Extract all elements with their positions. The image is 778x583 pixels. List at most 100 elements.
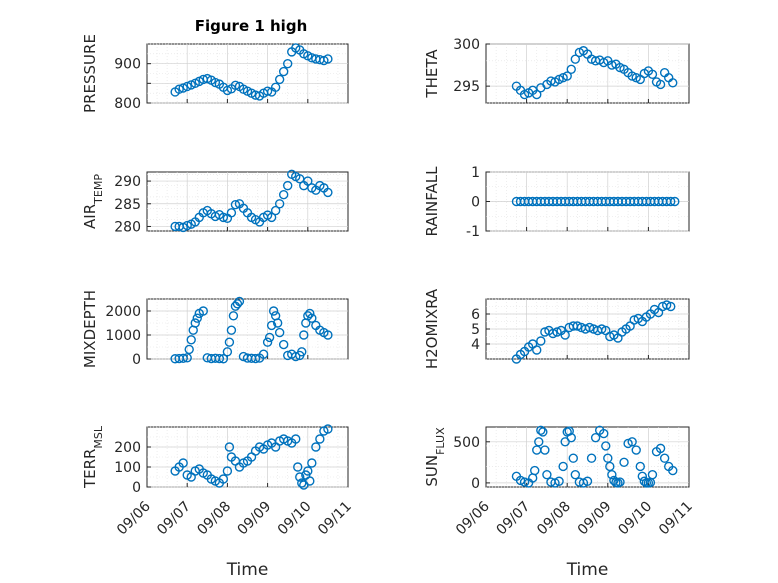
data-point — [291, 434, 301, 444]
ytick-label: 4 — [471, 337, 480, 353]
data-point — [568, 453, 578, 463]
data-point — [590, 432, 601, 443]
data-point — [186, 335, 196, 345]
data-point — [278, 189, 289, 200]
ytick-label: 800 — [114, 96, 141, 112]
data-point — [558, 461, 568, 472]
data-point — [283, 180, 293, 191]
data-point — [323, 424, 333, 434]
data-point — [178, 458, 188, 468]
data-point — [582, 476, 593, 486]
figure-title: Figure 1 high — [195, 17, 308, 35]
data-point — [607, 469, 617, 480]
ytick-label: 0 — [132, 352, 141, 368]
data-point — [274, 327, 285, 338]
ytick-label: 900 — [114, 57, 141, 73]
ytick-label: 0 — [132, 480, 141, 496]
data-point — [311, 442, 321, 452]
ytick-label: -1 — [466, 224, 480, 240]
data-point — [540, 445, 550, 455]
ytick-label: 500 — [453, 435, 480, 451]
data-point — [647, 469, 658, 480]
data-point — [218, 474, 229, 484]
data-point — [552, 327, 562, 337]
data-point — [272, 318, 283, 328]
data-point — [305, 308, 315, 319]
data-point — [519, 477, 530, 487]
xtick-label: 09/11 — [656, 499, 696, 539]
data-point — [218, 212, 229, 223]
data-point — [532, 345, 542, 355]
data-point — [274, 74, 285, 85]
xtick-label: 09/07 — [154, 499, 194, 539]
data-point — [291, 351, 301, 362]
xtick-label: 09/08 — [534, 499, 574, 539]
data-point — [198, 306, 208, 316]
data-point — [566, 64, 576, 74]
data-point — [307, 313, 317, 323]
data-point — [226, 325, 237, 335]
data-point — [601, 441, 611, 451]
data-point — [250, 353, 261, 364]
data-point — [572, 321, 583, 331]
data-point — [659, 453, 670, 463]
data-point — [222, 466, 233, 476]
data-point — [560, 330, 570, 340]
data-point — [597, 324, 607, 334]
data-point — [174, 84, 184, 94]
ytick-label: 280 — [114, 219, 141, 235]
data-point — [266, 212, 277, 223]
data-point — [655, 443, 666, 454]
data-point — [232, 299, 243, 309]
data-point — [224, 337, 235, 347]
xtick-label: 09/06 — [114, 498, 154, 538]
data-point — [303, 176, 313, 186]
ytick-label: 2000 — [105, 304, 141, 320]
data-point — [666, 196, 676, 207]
axis-xlabel-7: Time — [566, 560, 609, 580]
data-point — [270, 205, 281, 216]
ytick-label: 290 — [114, 174, 141, 190]
data-point — [631, 445, 641, 455]
data-point — [184, 344, 194, 355]
data-point — [182, 220, 192, 231]
data-point — [295, 472, 305, 482]
ytick-label: 0 — [471, 195, 480, 211]
data-point — [274, 199, 285, 209]
data-point — [222, 347, 233, 357]
data-point — [258, 349, 269, 359]
ytick-label: 200 — [114, 440, 141, 456]
data-point — [538, 427, 548, 437]
xtick-label: 09/08 — [194, 499, 234, 539]
data-point — [214, 353, 225, 364]
data-point — [278, 339, 289, 350]
data-point — [182, 353, 192, 363]
data-point — [615, 477, 625, 487]
data-point — [536, 425, 546, 435]
data-point — [270, 82, 281, 92]
data-point — [554, 476, 564, 486]
ytick-label: 100 — [114, 460, 141, 476]
data-point — [670, 196, 680, 207]
data-point — [262, 86, 273, 96]
data-point — [192, 313, 202, 323]
ytick-label: 285 — [114, 197, 141, 213]
data-point — [532, 89, 542, 100]
data-point — [307, 458, 317, 468]
data-point — [635, 461, 645, 472]
data-point — [323, 187, 333, 198]
data-point — [230, 199, 241, 210]
xtick-label: 09/09 — [235, 499, 275, 539]
data-point — [228, 311, 239, 321]
data-point — [627, 437, 637, 447]
data-point — [315, 434, 325, 444]
data-point — [647, 69, 658, 80]
ytick-label: 6 — [471, 307, 480, 323]
data-point — [619, 457, 629, 468]
xtick-label: 09/06 — [453, 498, 493, 538]
axis-ylabel-1: THETA — [423, 49, 441, 99]
data-point — [566, 432, 576, 443]
axis-ylabel-5: H2OMIXRA — [423, 288, 441, 369]
data-point — [655, 79, 666, 90]
ytick-label: 1 — [471, 165, 480, 181]
